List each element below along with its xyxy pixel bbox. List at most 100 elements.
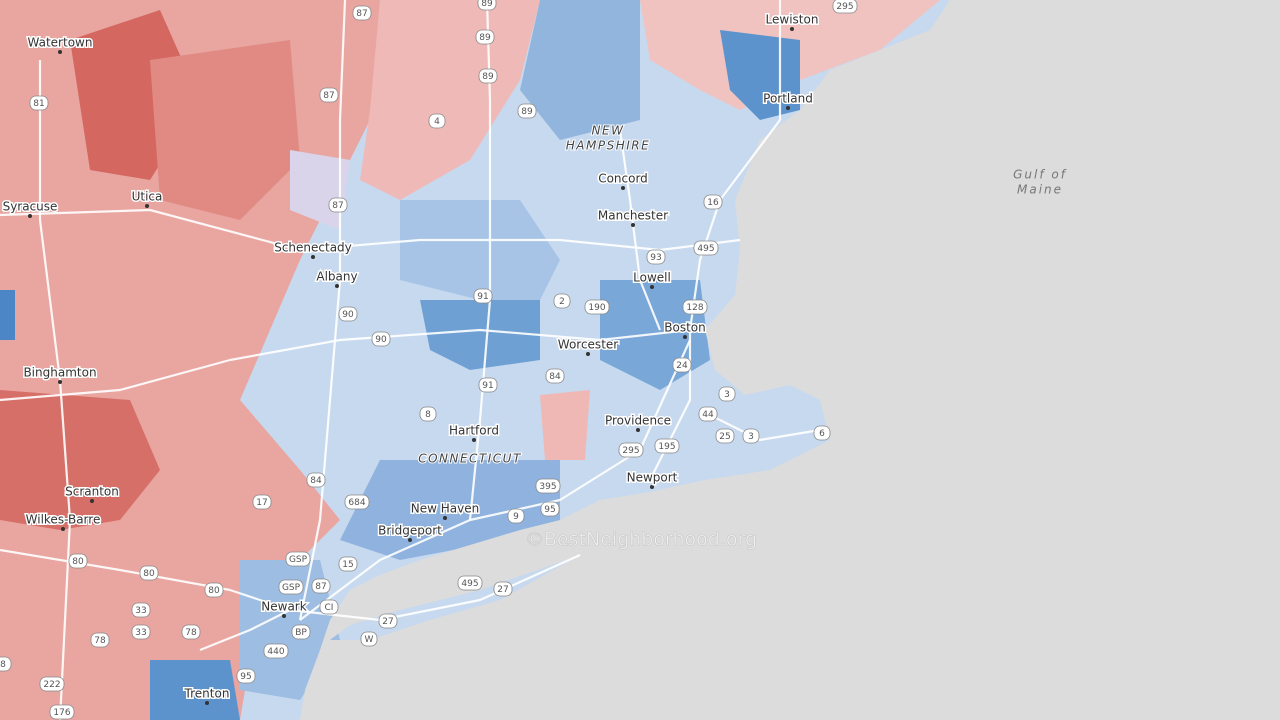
route-label: 395	[539, 482, 556, 492]
route-shield	[306, 472, 326, 488]
route-label: 87	[323, 91, 334, 101]
route-shield	[252, 494, 272, 510]
city-label: Portland	[763, 92, 813, 106]
route-shield	[517, 103, 537, 119]
route-label: 84	[310, 476, 322, 486]
route-label: 80	[143, 569, 155, 579]
city-label: Lowell	[633, 271, 671, 285]
city-dot	[28, 214, 32, 218]
route-shield	[352, 5, 372, 21]
route-label: 8	[0, 660, 6, 670]
route-shield	[236, 668, 256, 684]
city-label: Albany	[316, 270, 357, 284]
route-label: 87	[356, 9, 367, 19]
route-shield	[832, 0, 858, 14]
route-shield	[285, 551, 311, 567]
state-label: NEW	[592, 124, 625, 138]
route-shield	[672, 357, 692, 373]
route-label: 3	[748, 432, 754, 442]
state-label: HAMPSHIRE	[566, 139, 650, 153]
route-label: 4	[434, 117, 440, 127]
route-shield	[507, 508, 525, 524]
route-label: 95	[544, 505, 555, 515]
route-label: 95	[240, 672, 251, 682]
route-shield	[263, 643, 289, 659]
city-dot	[58, 380, 62, 384]
route-shield	[813, 425, 831, 441]
city-dot	[636, 428, 640, 432]
route-label: 16	[707, 198, 719, 208]
route-label: 78	[185, 628, 197, 638]
route-label: 89	[482, 72, 494, 82]
route-shield	[419, 406, 437, 422]
city-dot	[335, 284, 339, 288]
water-label: Maine	[1017, 183, 1063, 197]
city-dot	[408, 538, 412, 542]
route-label: 8	[425, 410, 431, 420]
city-label: Worcester	[558, 338, 618, 352]
route-shield	[493, 581, 513, 597]
city-dot	[205, 701, 209, 705]
route-label: 27	[497, 585, 508, 595]
route-label: 89	[479, 33, 491, 43]
route-label: 9	[513, 512, 519, 522]
city-dot	[90, 499, 94, 503]
route-shield	[478, 68, 498, 84]
route-shield	[344, 494, 370, 510]
city-label: Boston	[664, 321, 705, 335]
route-shield	[278, 579, 304, 595]
route-label: 80	[72, 557, 84, 567]
route-shield	[428, 113, 446, 129]
route-shield	[360, 631, 378, 647]
route-label: 44	[702, 410, 714, 420]
route-shield	[535, 478, 561, 494]
route-shield	[311, 578, 331, 594]
city-dot	[61, 527, 65, 531]
city-label: Newark	[261, 600, 306, 614]
city-dot	[683, 335, 687, 339]
route-label: 495	[697, 244, 714, 254]
route-shield	[477, 0, 497, 11]
city-dot	[586, 352, 590, 356]
route-shield	[646, 249, 666, 265]
route-label: 25	[719, 432, 730, 442]
city-label: Providence	[605, 414, 671, 428]
city-dot	[472, 438, 476, 442]
city-dot	[282, 614, 286, 618]
route-shield	[0, 656, 12, 672]
city-label: Binghamton	[23, 366, 96, 380]
route-shield	[457, 575, 483, 591]
watermark: ©BestNeighborhood.org	[525, 529, 757, 551]
route-shield	[545, 368, 565, 384]
route-shield	[291, 624, 311, 640]
city-dot	[58, 50, 62, 54]
city-label: Schenectady	[274, 241, 352, 255]
route-label: 90	[375, 335, 387, 345]
city-dot	[621, 186, 625, 190]
route-label: 295	[622, 446, 639, 456]
city-label: Trenton	[184, 687, 230, 701]
route-label: 495	[461, 579, 478, 589]
route-shield	[39, 676, 65, 692]
route-shield	[742, 428, 760, 444]
state-label: CONNECTICUT	[418, 452, 522, 466]
route-shield	[139, 565, 159, 581]
city-label: Syracuse	[3, 200, 58, 214]
route-label: 6	[819, 429, 825, 439]
route-shield	[584, 299, 610, 315]
city-dot	[311, 255, 315, 259]
route-label: 89	[521, 107, 533, 117]
route-label: 24	[676, 361, 688, 371]
city-label: Wilkes-Barre	[26, 513, 101, 527]
route-shield	[682, 299, 708, 315]
route-label: 2	[559, 297, 565, 307]
city-label: New Haven	[411, 502, 479, 516]
route-label: 190	[588, 303, 605, 313]
route-label: 93	[650, 253, 661, 263]
route-label: GSP	[289, 555, 308, 565]
route-label: 17	[256, 498, 267, 508]
route-label: 440	[267, 647, 284, 657]
route-shield	[698, 406, 718, 422]
water-label: Gulf of	[1013, 168, 1067, 182]
